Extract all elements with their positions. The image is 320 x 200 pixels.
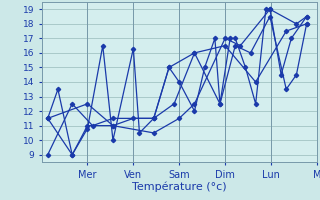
X-axis label: Température (°c): Température (°c): [132, 181, 227, 192]
